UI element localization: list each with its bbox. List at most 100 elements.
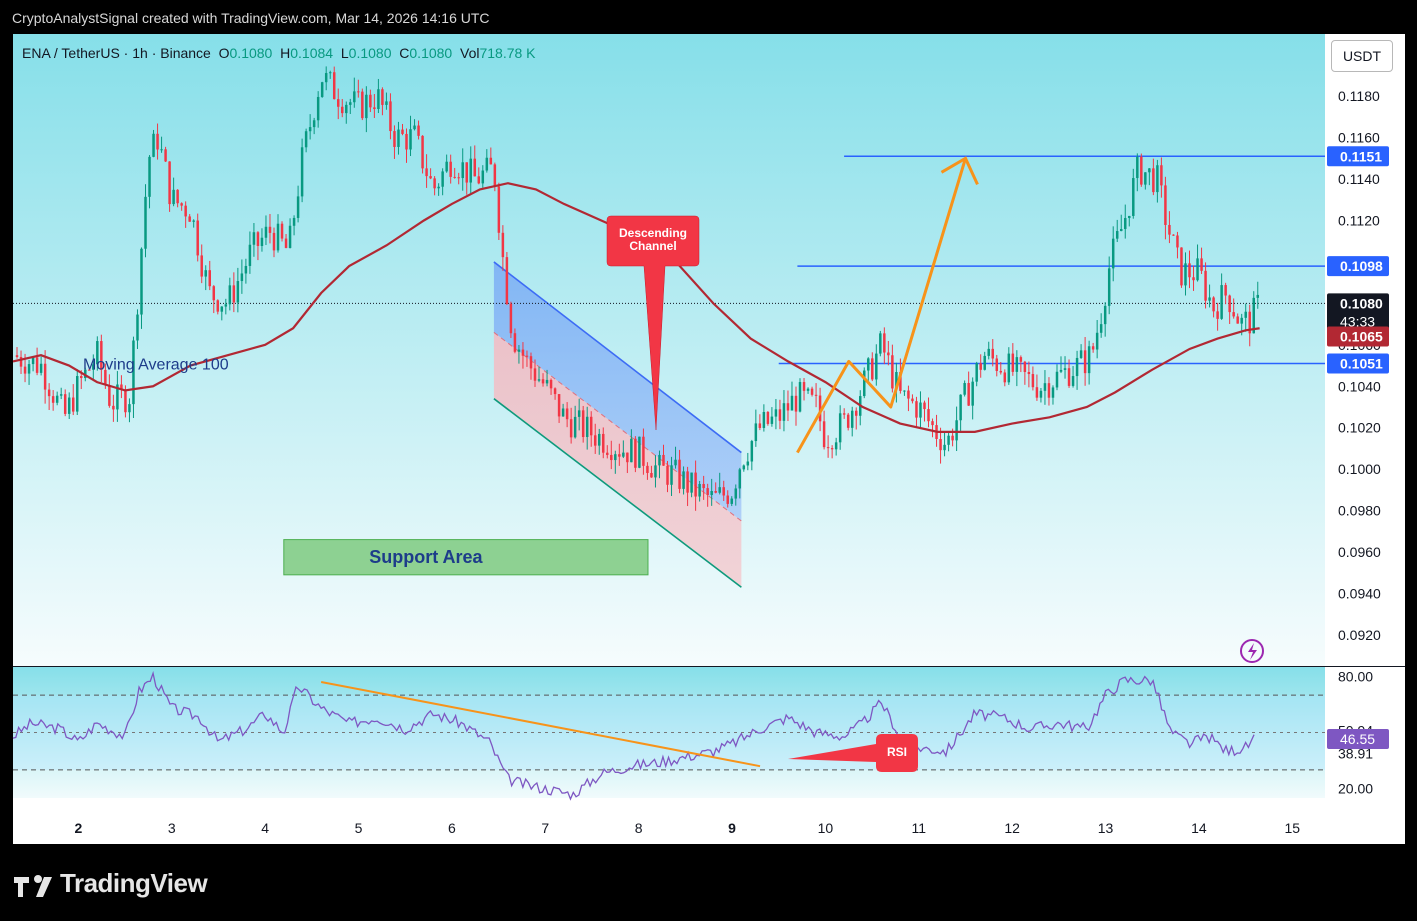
- candle-body: [1140, 156, 1143, 185]
- candle-body: [204, 270, 207, 277]
- candle-body: [774, 409, 778, 417]
- candle-body: [1244, 311, 1247, 318]
- lightning-icon: [1248, 643, 1257, 660]
- candle-body: [1043, 383, 1047, 391]
- candle-body: [798, 382, 802, 412]
- candle-body: [228, 285, 232, 305]
- candle-body: [1252, 297, 1255, 334]
- candle-body: [867, 358, 870, 371]
- time-tick-label: 11: [912, 820, 927, 836]
- candle-body: [1055, 371, 1059, 388]
- candle-body: [84, 369, 87, 379]
- candle-body: [1196, 258, 1199, 281]
- time-tick-label: 15: [1285, 820, 1301, 836]
- close-label: C: [399, 45, 410, 61]
- candle-body: [979, 363, 982, 370]
- candle-body: [489, 157, 493, 165]
- candle-body: [332, 72, 336, 100]
- candle-body: [256, 232, 260, 246]
- candle-body: [517, 349, 521, 352]
- candle-body: [409, 129, 412, 150]
- candle-body: [449, 161, 452, 177]
- rsi-tick-label: 38.91: [1338, 745, 1373, 761]
- candle-body: [714, 491, 717, 493]
- candle-body: [160, 149, 163, 151]
- candle-body: [357, 91, 360, 93]
- candle-body: [76, 376, 79, 412]
- candle-body: [43, 363, 47, 390]
- candle-body: [112, 405, 115, 410]
- callout-label: Descending: [619, 226, 687, 240]
- candle-body: [806, 388, 810, 391]
- currency-button[interactable]: USDT: [1331, 40, 1393, 72]
- price-tick-label: 0.0960: [1338, 544, 1381, 560]
- candle-body: [1035, 387, 1039, 398]
- candle-body: [662, 454, 665, 466]
- candle-body: [931, 421, 934, 426]
- candle-body: [999, 370, 1003, 373]
- candle-body: [292, 217, 296, 226]
- candle-body: [541, 379, 545, 384]
- rsi-callout-label: RSI: [887, 745, 907, 759]
- candle-body: [642, 436, 645, 466]
- level-price-label: 0.1151: [1340, 148, 1382, 164]
- callout-label: Channel: [629, 239, 676, 253]
- candle-body: [963, 383, 966, 395]
- candle-body: [638, 436, 641, 468]
- candle-body: [377, 89, 380, 110]
- high-value: 0.1084: [290, 45, 334, 61]
- low-label: L: [340, 45, 349, 61]
- candle-body: [903, 390, 906, 392]
- candle-body: [1027, 372, 1031, 375]
- candle-body: [899, 371, 902, 391]
- candle-body: [1083, 350, 1087, 374]
- candle-body: [144, 196, 147, 249]
- candle-body: [328, 72, 332, 74]
- candle-body: [686, 471, 689, 493]
- candle-body: [1075, 357, 1079, 377]
- candle-body: [1144, 172, 1147, 185]
- tradingview-logo[interactable]: TradingView: [14, 868, 208, 899]
- candle-body: [581, 410, 585, 438]
- close-value: 0.1080: [409, 45, 453, 61]
- candle-body: [722, 487, 725, 496]
- candle-body: [232, 285, 236, 303]
- moving-average-line: [12, 182, 1260, 433]
- candle-body: [296, 196, 300, 218]
- candle-body: [168, 161, 171, 205]
- candle-body: [200, 255, 203, 277]
- candle-body: [738, 469, 742, 489]
- candle-body: [1220, 285, 1223, 319]
- level-price-label: 0.1051: [1340, 355, 1383, 371]
- candle-body: [252, 232, 256, 245]
- candle-body: [730, 498, 733, 504]
- candle-body: [818, 395, 822, 422]
- candle-body: [509, 303, 513, 334]
- candle-body: [1099, 324, 1103, 333]
- symbol-info[interactable]: ENA / TetherUS · 1h · Binance: [22, 45, 211, 61]
- candle-body: [1212, 297, 1215, 312]
- candle-body: [1124, 218, 1127, 230]
- candle-body: [947, 435, 950, 445]
- candle-body: [15, 355, 19, 357]
- rsi-line: [12, 670, 1255, 801]
- candle-body: [802, 382, 806, 391]
- candle-body: [658, 454, 661, 466]
- level-price-tag: [1327, 353, 1389, 374]
- candle-body: [959, 394, 962, 421]
- lightning-icon: [1240, 639, 1264, 663]
- candle-body: [1232, 312, 1235, 317]
- candle-body: [51, 396, 55, 403]
- chart-credit: CryptoAnalystSignal created with Trading…: [12, 10, 490, 26]
- candle-body: [593, 435, 597, 446]
- candle-body: [782, 403, 786, 421]
- candle-body: [1107, 268, 1111, 306]
- time-tick-label: 5: [355, 820, 363, 836]
- time-tick-label: 14: [1191, 820, 1207, 836]
- candle-body: [1047, 383, 1051, 398]
- time-tick-label: 10: [818, 820, 834, 836]
- candle-body: [1039, 390, 1043, 398]
- candle-body: [188, 216, 191, 222]
- candle-body: [618, 454, 621, 457]
